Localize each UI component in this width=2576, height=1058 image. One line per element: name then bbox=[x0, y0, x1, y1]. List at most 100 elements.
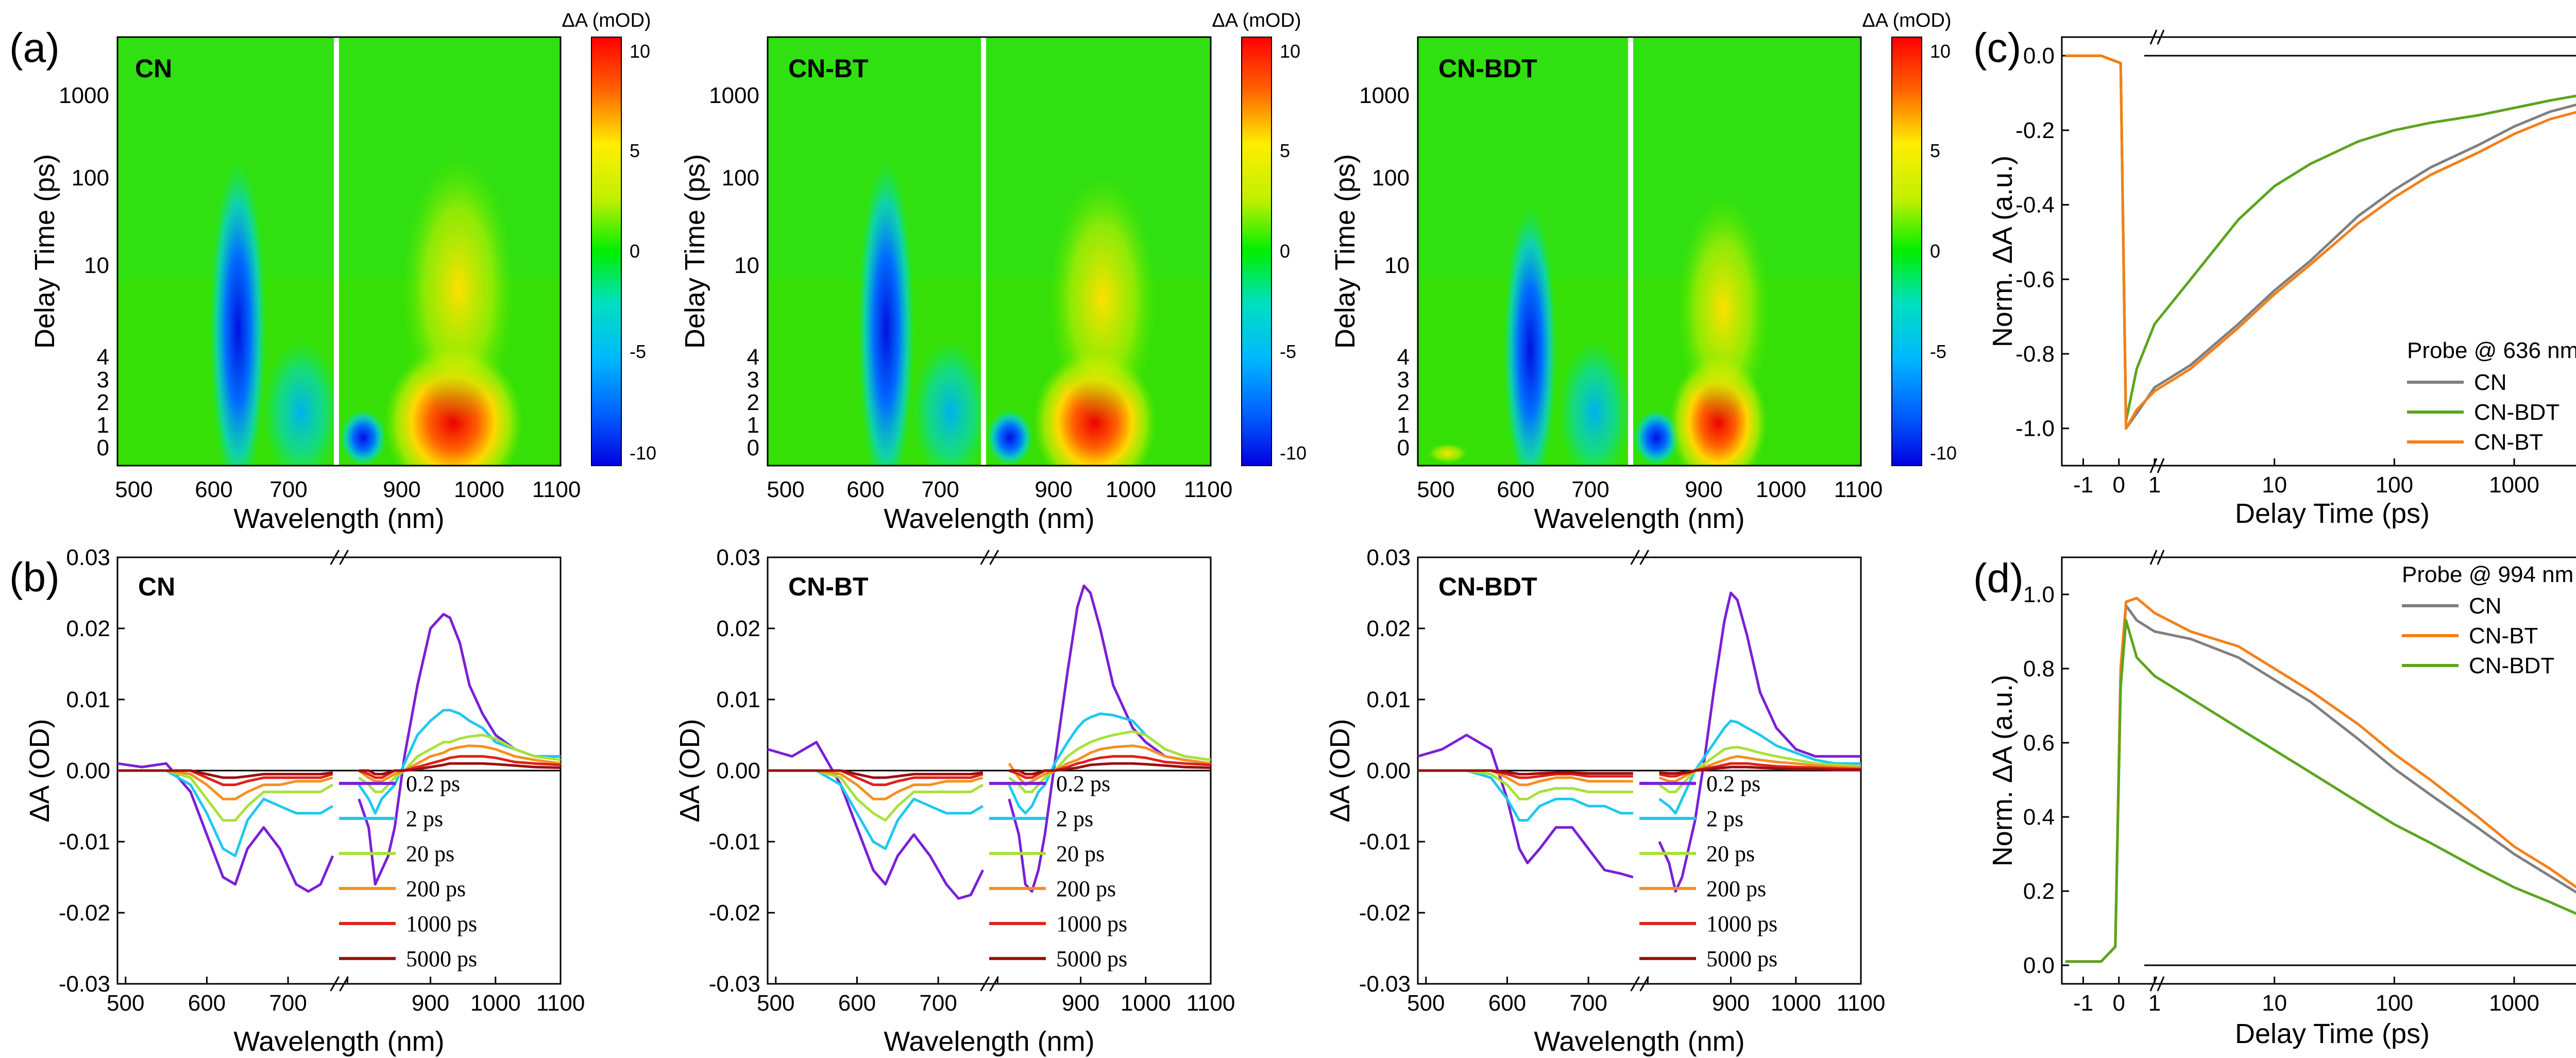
axis-break-mark bbox=[2149, 29, 2158, 45]
panel-letter-b: (b) bbox=[9, 554, 60, 600]
x-tick-label: 600 bbox=[1488, 991, 1526, 1016]
kinetics-636nm: Delay Time (ps) Norm. ΔA (a.u.) Probe @ … bbox=[1987, 29, 2576, 529]
x-tick-label: 1 bbox=[2148, 472, 2161, 498]
y-axis-title: Delay Time (ps) bbox=[29, 154, 60, 349]
legend-label: 1000 ps bbox=[1056, 911, 1127, 936]
y-axis-title: ΔA (OD) bbox=[674, 719, 705, 822]
colorbar-tick-label: -10 bbox=[1280, 442, 1307, 464]
x-tick-label: 1000 bbox=[2489, 472, 2539, 498]
heatmap-feature-bleach-635 bbox=[210, 160, 266, 466]
x-tick-label: 900 bbox=[1035, 477, 1072, 502]
x-tick-label: 600 bbox=[195, 477, 232, 502]
kinetics-994nm: Delay Time (ps) Norm. ΔA (a.u.) Probe @ … bbox=[1987, 550, 2576, 1049]
colorbar-title: ΔA (mOD) bbox=[1862, 10, 1951, 31]
heatmap-cn-bt: CN-BT 500 600 700 900 1000 1100 0 1 2 3 … bbox=[680, 10, 1307, 534]
y-tick-label: -0.2 bbox=[2015, 118, 2055, 143]
x-tick-label: 600 bbox=[188, 991, 226, 1016]
heatmap-feature-bleach-635 bbox=[858, 160, 914, 466]
x-axis-title: Wavelength (nm) bbox=[1534, 1026, 1744, 1057]
x-tick-label: 700 bbox=[269, 991, 307, 1016]
x-tick-label: 1 bbox=[2148, 991, 2161, 1016]
x-tick-label: 1000 bbox=[2489, 991, 2539, 1016]
series-line bbox=[2065, 54, 2576, 430]
x-tick-label: 500 bbox=[1417, 477, 1454, 502]
y-axis-title: ΔA (OD) bbox=[24, 719, 55, 822]
x-tick-label: 500 bbox=[115, 477, 152, 502]
y-tick-label: 0.02 bbox=[66, 616, 110, 641]
plot-frame bbox=[2061, 556, 2576, 985]
colorbar-tick-label: 10 bbox=[1930, 41, 1951, 62]
y-tick-label: -0.03 bbox=[1359, 971, 1411, 997]
series-line bbox=[117, 762, 561, 779]
legend-title: Probe @ 636 nm bbox=[2407, 338, 2576, 363]
x-axis-title: Wavelength (nm) bbox=[884, 1026, 1094, 1057]
x-tick-label: 500 bbox=[107, 991, 144, 1016]
x-tick-label: 1100 bbox=[536, 991, 585, 1016]
legend-label: 5000 ps bbox=[1056, 946, 1127, 971]
y-tick-label: 3 bbox=[97, 367, 109, 393]
colorbar-title: ΔA (mOD) bbox=[562, 10, 651, 31]
y-tick-label: 0.6 bbox=[2023, 730, 2055, 756]
sample-name: CN bbox=[135, 54, 172, 83]
y-tick-label: 3 bbox=[747, 367, 759, 393]
x-tick-label: 1000 bbox=[470, 991, 521, 1016]
series-line bbox=[768, 762, 1211, 779]
y-tick-label: 0.01 bbox=[1366, 687, 1411, 712]
y-axis-title: Delay Time (ps) bbox=[680, 154, 710, 349]
y-tick-label: 2 bbox=[747, 390, 759, 415]
x-tick-label: 900 bbox=[1062, 991, 1099, 1016]
y-tick-label: 100 bbox=[722, 165, 759, 191]
spectra-cn-bdt: CN-BDT Wavelength (nm) ΔA (OD) 500 600 700… bbox=[1325, 545, 1885, 1057]
y-tick-label: -1.0 bbox=[2015, 416, 2055, 441]
y-axis-title: Delay Time (ps) bbox=[1330, 154, 1361, 349]
x-tick-label: 0 bbox=[2113, 472, 2125, 498]
y-tick-label: -0.03 bbox=[59, 971, 110, 997]
axis-break-mark bbox=[1630, 976, 1640, 992]
legend-label: 200 ps bbox=[406, 876, 466, 901]
axis-break-mark bbox=[2149, 550, 2158, 565]
y-tick-label: 0.4 bbox=[2023, 805, 2055, 830]
y-tick-label: 0 bbox=[97, 435, 109, 460]
y-tick-label: 0.02 bbox=[716, 616, 760, 641]
y-tick-label: 3 bbox=[1397, 367, 1410, 393]
x-tick-label: 600 bbox=[838, 991, 876, 1016]
legend-label: 2 ps bbox=[406, 806, 443, 831]
legend-label: CN bbox=[2474, 370, 2507, 395]
legend-label: 1000 ps bbox=[406, 911, 477, 936]
plot-frame bbox=[1417, 36, 1862, 467]
y-axis-title: ΔA (OD) bbox=[1325, 719, 1355, 822]
y-tick-label: 0.0 bbox=[2023, 953, 2055, 978]
series-line bbox=[767, 584, 1211, 900]
x-axis-title: Wavelength (nm) bbox=[233, 1026, 444, 1057]
axis-break-gap bbox=[981, 37, 986, 466]
plot-frame bbox=[116, 36, 562, 467]
y-tick-label: 0 bbox=[747, 435, 759, 460]
x-tick-label: 1100 bbox=[1837, 991, 1886, 1016]
heatmap-feature-bleach-715 bbox=[1558, 340, 1631, 466]
heatmap-feature-bleach-835 bbox=[340, 409, 386, 466]
axis-break-mark bbox=[980, 550, 990, 565]
y-tick-label: 0.00 bbox=[66, 758, 110, 783]
x-tick-label: 1000 bbox=[1106, 477, 1156, 502]
x-axis-title: Wavelength (nm) bbox=[884, 503, 1094, 534]
legend-label: 0.2 ps bbox=[1056, 771, 1110, 796]
y-tick-labels: 0 1 2 3 4 10 100 1000 bbox=[1359, 83, 1410, 460]
y-tick-label: -0.03 bbox=[709, 971, 760, 997]
axis-break-mark bbox=[1630, 550, 1640, 565]
series-line bbox=[117, 744, 561, 800]
axis-break-mark bbox=[2157, 29, 2165, 45]
x-tick-labels: 500 600 700 900 1000 1100 bbox=[115, 477, 581, 502]
legend-label: 2 ps bbox=[1056, 806, 1093, 831]
y-tick-labels: 0 1 2 3 4 10 100 1000 bbox=[59, 83, 109, 460]
x-axis-title: Delay Time (ps) bbox=[2235, 1018, 2430, 1049]
legend-label: 0.2 ps bbox=[406, 771, 460, 796]
y-tick-label: 1 bbox=[97, 413, 109, 438]
colorbar-tick-label: 10 bbox=[630, 41, 650, 62]
colorbar-tick-label: -5 bbox=[1930, 341, 1946, 362]
x-axis-title: Delay Time (ps) bbox=[2235, 498, 2430, 529]
spectra-cn: CN Wavelength (nm) ΔA (OD) 500 600 700 900 1… bbox=[24, 545, 585, 1057]
colorbar-tick-label: 0 bbox=[630, 241, 640, 262]
x-tick-label: 0 bbox=[2113, 991, 2125, 1016]
y-tick-label: 2 bbox=[97, 390, 109, 415]
legend-label: 5000 ps bbox=[1706, 946, 1777, 971]
